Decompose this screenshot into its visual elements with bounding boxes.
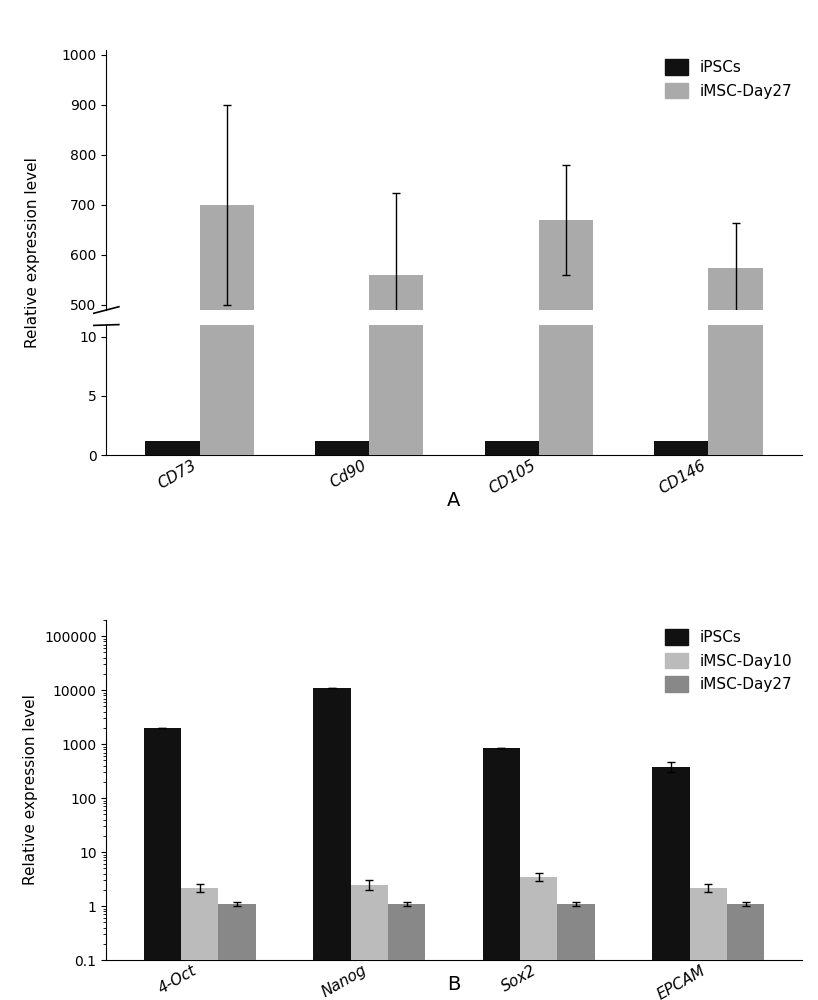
Bar [351,885,388,1000]
Bar [144,728,181,1000]
Bar [200,205,254,555]
Bar [653,767,690,1000]
Bar [313,688,351,1000]
Bar [369,275,424,555]
Bar [520,877,557,1000]
Bar [708,0,762,455]
Bar [181,888,218,1000]
Bar [654,441,708,455]
Bar [369,0,424,455]
Bar [200,0,254,455]
Bar [146,441,200,455]
Bar [708,267,762,555]
Y-axis label: Relative expression level: Relative expression level [24,695,38,885]
Bar [727,904,764,1000]
Bar [483,748,520,1000]
Bar [218,904,255,1000]
Bar [690,888,727,1000]
Bar [539,220,593,555]
Bar [484,441,539,455]
Bar [315,441,369,455]
Legend: iPSCs, iMSC-Day27: iPSCs, iMSC-Day27 [658,53,798,105]
Text: Relative expression level: Relative expression level [25,157,40,348]
Bar [557,904,595,1000]
Legend: iPSCs, iMSC-Day10, iMSC-Day27: iPSCs, iMSC-Day10, iMSC-Day27 [658,623,798,699]
Bar [388,904,425,1000]
Bar [539,0,593,455]
Text: B: B [447,976,461,994]
Text: A: A [447,491,461,510]
